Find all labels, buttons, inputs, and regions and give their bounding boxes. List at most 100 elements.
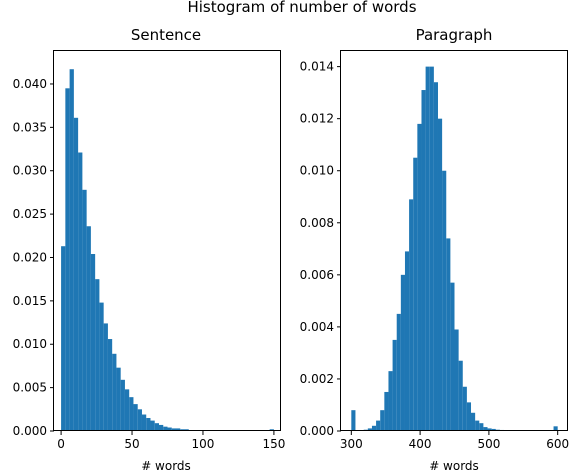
- sentence-histogram-bar: [69, 69, 74, 431]
- paragraph-y-tick-label: 0.014: [300, 60, 334, 74]
- sentence-y-ticks: 0.000 0.005 0.010 0.015 0.020 0.025 0.030 0.035…: [13, 77, 54, 438]
- sentence-histogram-bar: [176, 428, 181, 431]
- paragraph-histogram-bar: [425, 66, 430, 432]
- sentence-histogram-panel: Sentence 0 50 100 150 0.0000.0050.0100.0150…: [13, 26, 286, 472]
- sentence-histogram-bar: [99, 302, 104, 431]
- paragraph-y-tick-label: 0.000: [300, 424, 334, 438]
- paragraph-histogram-panel: Paragraph 300 400 500 600 0.0000.0020.0040.…: [300, 26, 569, 472]
- sentence-y-tick-label: 0.030: [13, 164, 47, 178]
- paragraph-histogram-bar: [487, 428, 492, 431]
- sentence-histogram-bar: [103, 323, 108, 431]
- paragraph-x-tick-label: 400: [409, 437, 432, 451]
- paragraph-x-axis-label: # words: [429, 459, 479, 472]
- sentence-y-tick-label: 0.005: [13, 381, 47, 395]
- sentence-x-tick-label: 100: [192, 437, 215, 451]
- paragraph-histogram-bar: [433, 82, 438, 431]
- sentence-histogram-bar: [65, 88, 70, 431]
- paragraph-histogram-bar: [442, 170, 447, 432]
- sentence-y-tick-label: 0.010: [13, 337, 47, 351]
- paragraph-histogram-bar: [466, 402, 472, 431]
- sentence-y-tick-label: 0.040: [13, 77, 47, 91]
- paragraph-histogram-bar: [450, 282, 455, 431]
- paragraph-histogram-bar: [400, 274, 405, 431]
- sentence-y-tick-label: 0.000: [13, 424, 47, 438]
- paragraph-histogram-bar: [458, 360, 463, 431]
- sentence-y-tick-label: 0.020: [13, 250, 47, 264]
- paragraph-bars: [351, 66, 558, 432]
- paragraph-x-ticks: 300 400 500 600: [340, 431, 569, 451]
- paragraph-histogram-bar: [417, 123, 422, 431]
- paragraph-histogram-bar: [483, 427, 488, 431]
- paragraph-histogram-bar: [392, 339, 397, 431]
- paragraph-histogram-bar: [404, 251, 410, 431]
- sentence-histogram-bar: [95, 279, 100, 431]
- sentence-y-tick-label: 0.015: [13, 294, 47, 308]
- paragraph-y-tick-label: 0.008: [300, 216, 334, 230]
- paragraph-histogram-bar: [413, 157, 418, 431]
- paragraph-histogram-bar: [367, 428, 372, 431]
- sentence-histogram-bar: [78, 152, 83, 431]
- paragraph-y-tick-label: 0.006: [300, 268, 334, 282]
- paragraph-histogram-bar: [351, 410, 356, 431]
- sentence-histogram-bar: [129, 397, 134, 431]
- sentence-y-tick-label: 0.035: [13, 120, 47, 134]
- paragraph-y-tick-label: 0.010: [300, 164, 334, 178]
- sentence-axes-frame: [53, 50, 281, 431]
- sentence-histogram-bar: [116, 367, 121, 431]
- paragraph-histogram-bar: [471, 412, 476, 431]
- paragraph-axes-frame: [340, 50, 568, 431]
- figure-suptitle: Histogram of number of words: [187, 0, 416, 16]
- paragraph-y-tick-label: 0.012: [300, 112, 334, 126]
- paragraph-histogram-bar: [475, 420, 480, 431]
- sentence-x-tick-label: 0: [57, 437, 65, 451]
- paragraph-histogram-bar: [376, 420, 381, 431]
- paragraph-histogram-bar: [429, 66, 434, 432]
- sentence-panel-title: Sentence: [131, 26, 201, 44]
- paragraph-histogram-bar: [437, 118, 443, 432]
- paragraph-histogram-bar: [462, 386, 467, 431]
- paragraph-histogram-bar: [380, 410, 385, 431]
- paragraph-histogram-bar: [384, 391, 389, 431]
- sentence-x-tick-label: 50: [124, 437, 139, 451]
- sentence-bars: [61, 69, 274, 432]
- paragraph-y-tick-label: 0.002: [300, 372, 334, 386]
- sentence-histogram-bar: [133, 404, 138, 431]
- paragraph-y-ticks: 0.000 0.002 0.004 0.006 0.008 0.010 0.012 0.014: [300, 60, 341, 438]
- sentence-histogram-bar: [141, 414, 147, 431]
- paragraph-histogram-bar: [421, 90, 426, 431]
- paragraph-histogram-bar: [388, 371, 393, 431]
- paragraph-y-tick-label: 0.004: [300, 320, 334, 334]
- paragraph-x-tick-label: 600: [546, 437, 569, 451]
- paragraph-histogram-bar: [491, 428, 496, 431]
- sentence-histogram-bar: [90, 254, 96, 431]
- sentence-histogram-bar: [61, 246, 66, 431]
- sentence-x-ticks: 0 50 100 150: [57, 431, 285, 451]
- sentence-x-axis-label: # words: [141, 459, 191, 472]
- sentence-y-tick-label: 0.025: [13, 207, 47, 221]
- sentence-histogram-bar: [146, 417, 151, 431]
- sentence-histogram-bar: [107, 339, 113, 431]
- paragraph-panel-title: Paragraph: [416, 26, 493, 44]
- sentence-histogram-bar: [120, 379, 125, 431]
- paragraph-x-tick-label: 500: [477, 437, 500, 451]
- paragraph-histogram-bar: [553, 426, 558, 431]
- sentence-histogram-bar: [124, 389, 130, 431]
- sentence-histogram-bar: [86, 226, 91, 431]
- sentence-histogram-bar: [171, 428, 177, 431]
- paragraph-histogram-bar: [454, 329, 459, 431]
- sentence-x-tick-label: 150: [262, 437, 285, 451]
- paragraph-histogram-bar: [409, 199, 414, 431]
- sentence-histogram-bar: [167, 427, 172, 431]
- sentence-histogram-bar: [137, 409, 142, 431]
- sentence-histogram-bar: [158, 424, 164, 431]
- paragraph-histogram-bar: [396, 313, 401, 431]
- sentence-histogram-bar: [150, 420, 155, 431]
- sentence-histogram-bar: [73, 117, 79, 432]
- sentence-histogram-bar: [163, 426, 168, 431]
- sentence-histogram-bar: [82, 189, 87, 431]
- sentence-histogram-bar: [112, 353, 117, 431]
- sentence-histogram-bar: [154, 423, 159, 431]
- paragraph-histogram-bar: [479, 423, 484, 431]
- paragraph-x-tick-label: 300: [340, 437, 363, 451]
